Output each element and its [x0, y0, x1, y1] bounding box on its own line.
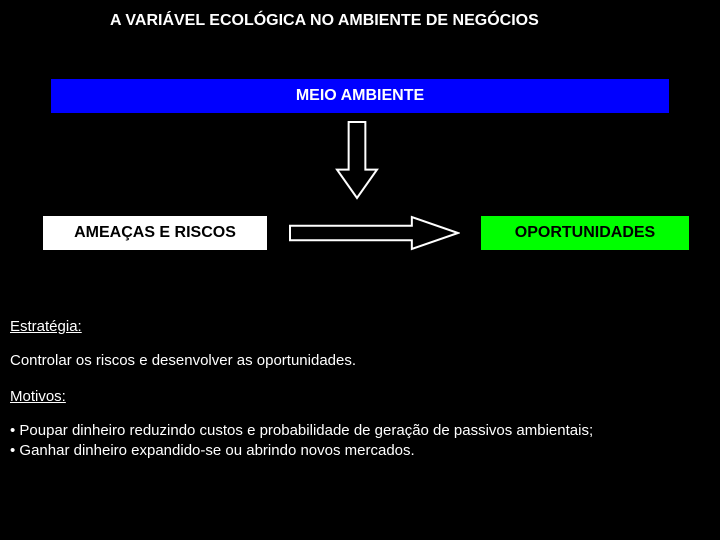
motive-bullet-2: • Ganhar dinheiro expandido-se ou abrind…: [10, 442, 415, 459]
motive-bullet-1: • Poupar dinheiro reduzindo custos e pro…: [10, 422, 593, 439]
box-environment: MEIO AMBIENTE: [50, 78, 670, 114]
box-environment-label: MEIO AMBIENTE: [296, 87, 424, 105]
arrow-right-icon: [288, 215, 460, 251]
box-opportunities-label: OPORTUNIDADES: [515, 224, 655, 242]
arrow-down-icon: [335, 120, 379, 200]
box-threats: AMEAÇAS E RISCOS: [42, 215, 268, 251]
slide-root: A VARIÁVEL ECOLÓGICA NO AMBIENTE DE NEGÓ…: [0, 0, 720, 540]
slide-title: A VARIÁVEL ECOLÓGICA NO AMBIENTE DE NEGÓ…: [110, 12, 539, 30]
strategy-heading: Estratégia:: [10, 318, 82, 335]
strategy-body: Controlar os riscos e desenvolver as opo…: [10, 352, 356, 369]
motives-heading: Motivos:: [10, 388, 66, 405]
box-opportunities: OPORTUNIDADES: [480, 215, 690, 251]
box-threats-label: AMEAÇAS E RISCOS: [74, 224, 236, 242]
